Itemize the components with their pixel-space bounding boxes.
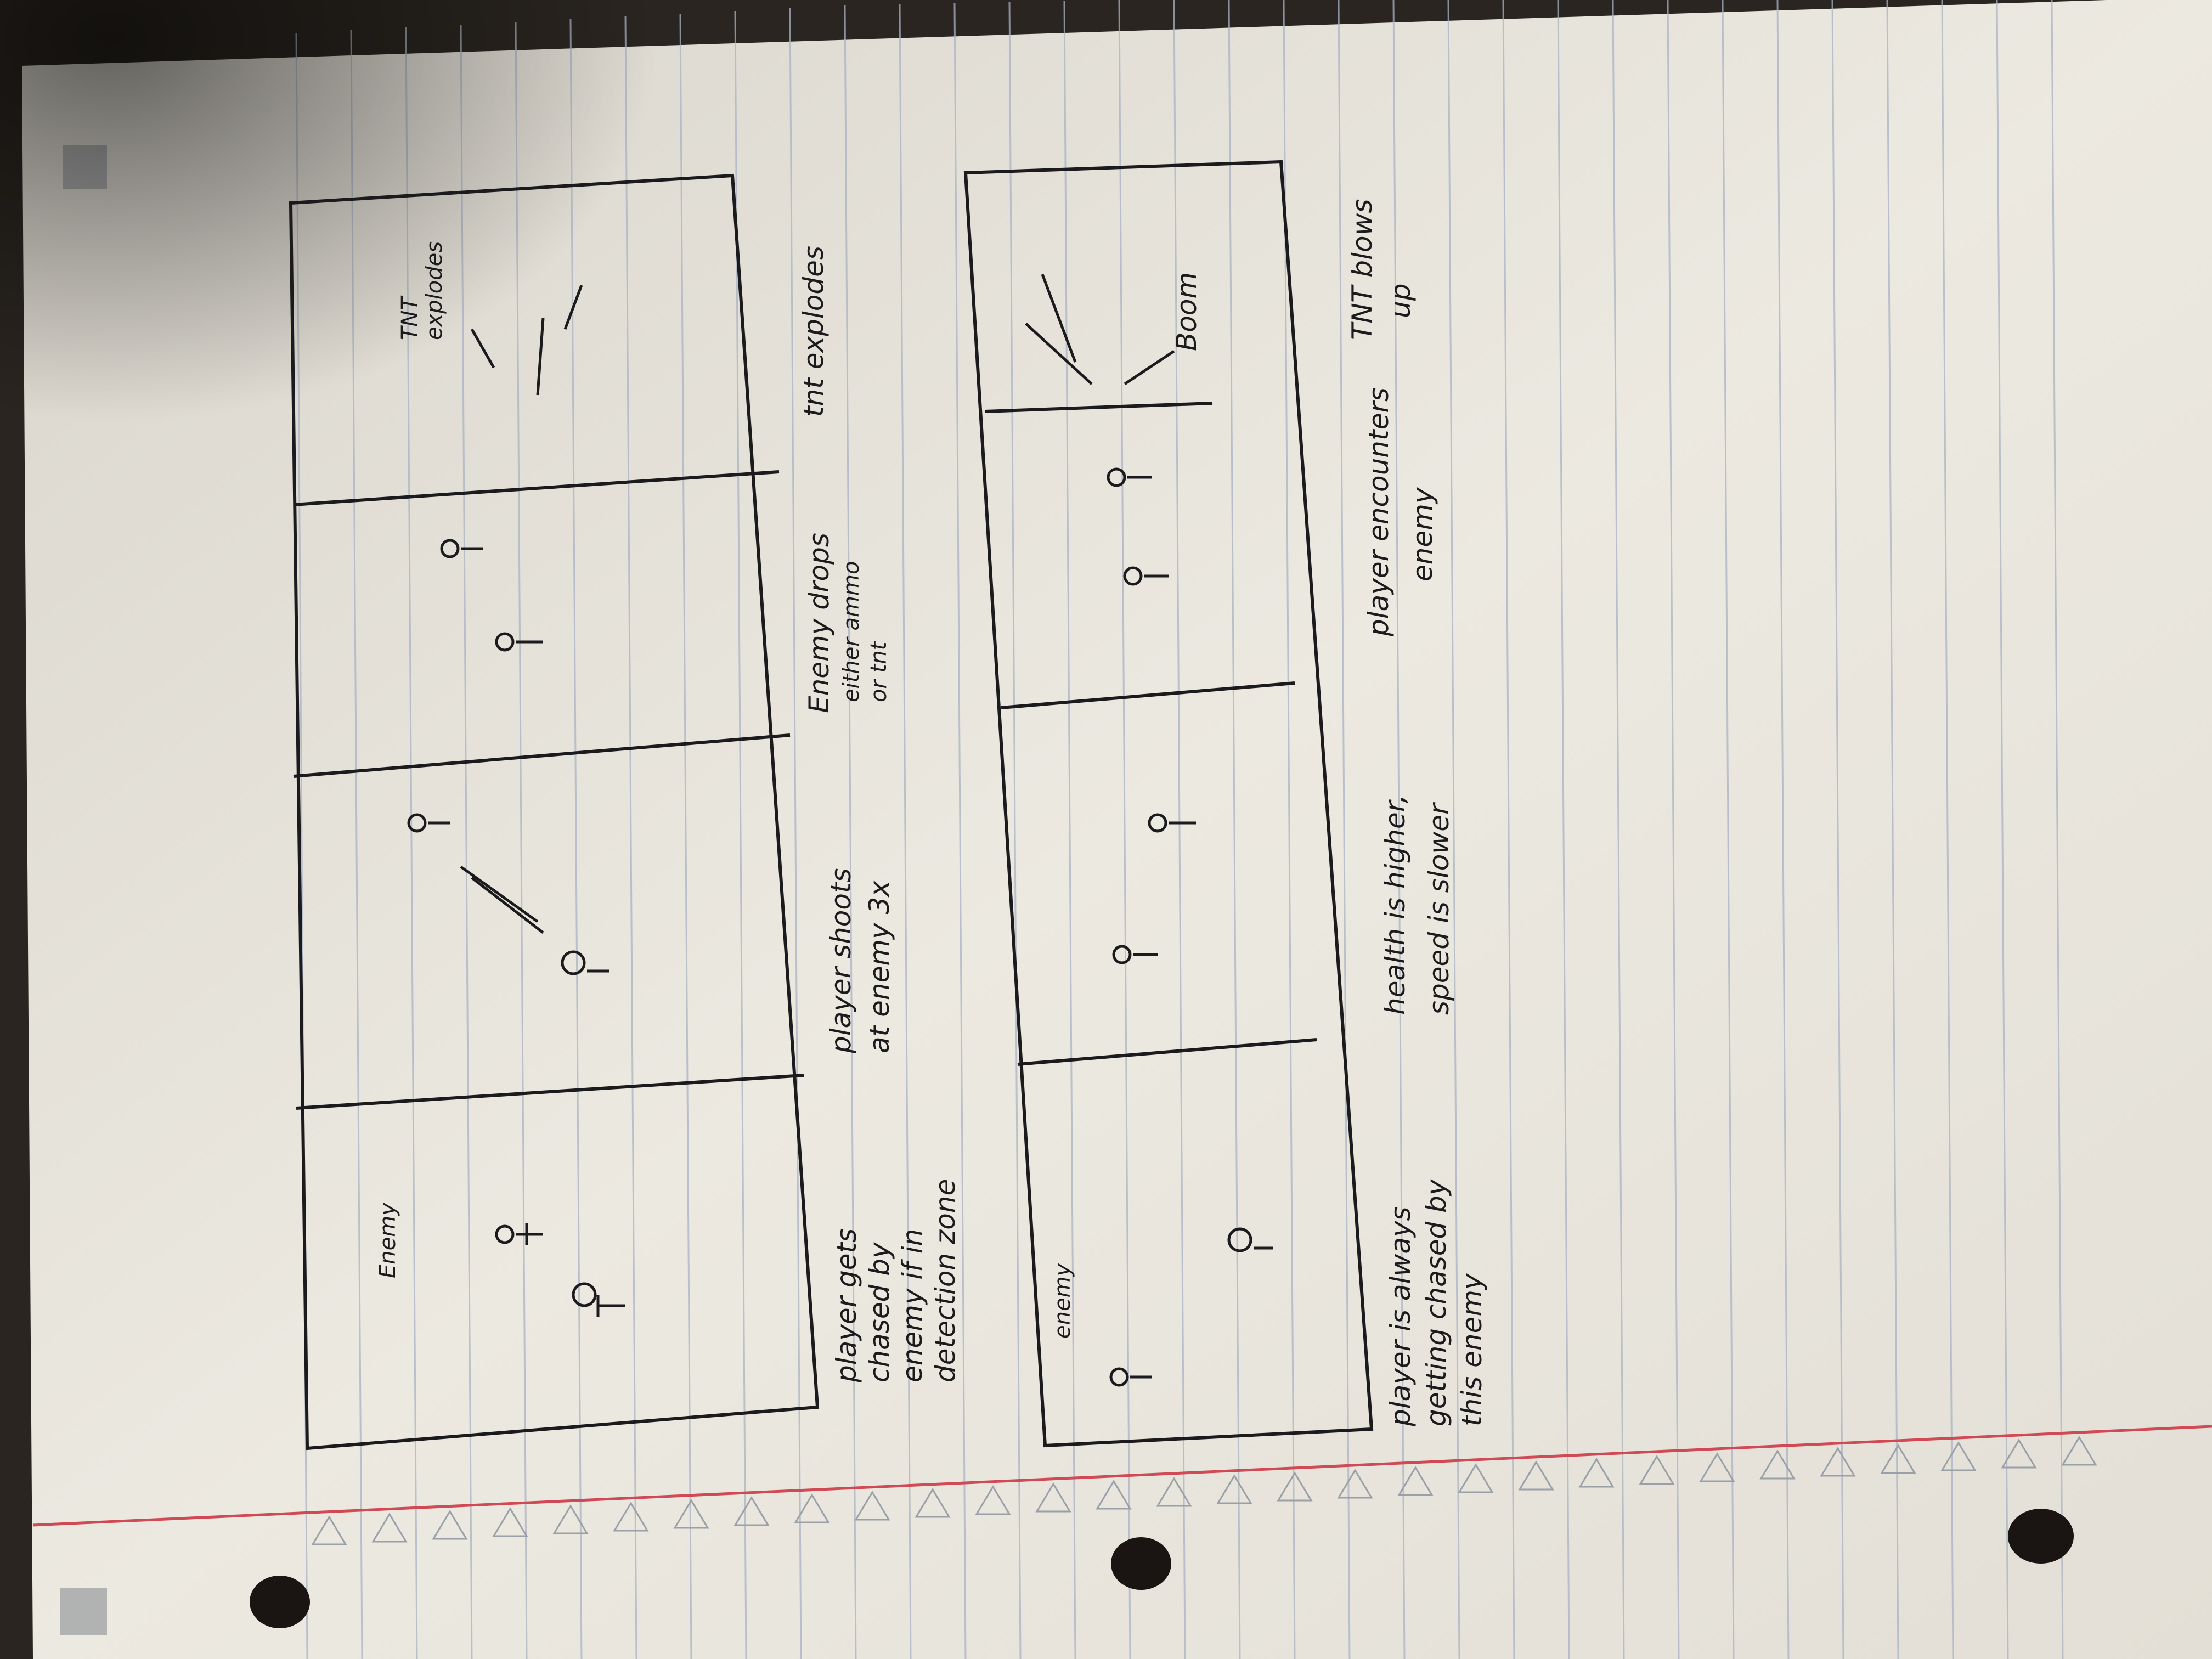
svg-text:enemy if in: enemy if in <box>896 1229 928 1383</box>
svg-text:health is higher,: health is higher, <box>1379 794 1411 1015</box>
svg-text:TNT: TNT <box>397 295 422 340</box>
top-panel1-caption: player gets chased by enemy if in detect… <box>831 1179 961 1383</box>
triangle-marks <box>311 1436 2097 1545</box>
margin-line <box>32 1425 2212 1527</box>
svg-text:chased by: chased by <box>864 1242 895 1383</box>
top-panel4-caption: tnt explodes <box>798 246 830 417</box>
bottom-panel4-label: Boom <box>1171 272 1203 351</box>
top-storyboard-frame <box>289 173 820 1451</box>
page-code-bottom <box>60 1588 107 1635</box>
svg-text:player shoots: player shoots <box>825 868 857 1054</box>
bottom-panel4-caption: TNT blows up <box>1346 199 1417 340</box>
bottom-panel1-caption: player is always getting chased by this … <box>1385 1178 1488 1427</box>
svg-text:player is always: player is always <box>1385 1206 1417 1427</box>
binder-holes <box>250 1509 2074 1628</box>
stick-figures-top <box>407 285 625 1317</box>
svg-text:TNT blows: TNT blows <box>1346 199 1378 340</box>
bottom-panel1-label: enemy <box>1050 1262 1075 1339</box>
svg-text:or tnt: or tnt <box>866 641 891 702</box>
bottom-panel2-caption: health is higher, speed is slower <box>1379 794 1455 1015</box>
stick-figures-bottom <box>1025 274 1273 1387</box>
bottom-storyboard-frame <box>963 160 1374 1448</box>
top-panel1-label: Enemy <box>375 1202 400 1278</box>
top-panel2-caption: player shoots at enemy 3x <box>825 868 895 1054</box>
svg-text:speed is slower: speed is slower <box>1423 802 1455 1015</box>
svg-text:player gets: player gets <box>831 1228 862 1383</box>
svg-text:enemy: enemy <box>1407 487 1438 582</box>
svg-text:at enemy 3x: at enemy 3x <box>864 881 895 1053</box>
svg-text:explodes: explodes <box>422 241 447 340</box>
svg-text:Enemy drops: Enemy drops <box>803 533 835 713</box>
svg-text:getting chased by: getting chased by <box>1420 1178 1452 1426</box>
svg-text:player encounters: player encounters <box>1363 387 1395 637</box>
svg-text:detection zone: detection zone <box>929 1179 961 1383</box>
bottom-panel3-caption: player encounters enemy <box>1363 387 1438 637</box>
svg-text:either ammo: either ammo <box>839 561 864 702</box>
top-panel3-caption: Enemy drops either ammo or tnt <box>803 533 891 713</box>
svg-text:up: up <box>1385 284 1417 318</box>
svg-text:this enemy: this enemy <box>1456 1273 1488 1426</box>
top-panel4-label: TNT explodes <box>397 241 447 340</box>
